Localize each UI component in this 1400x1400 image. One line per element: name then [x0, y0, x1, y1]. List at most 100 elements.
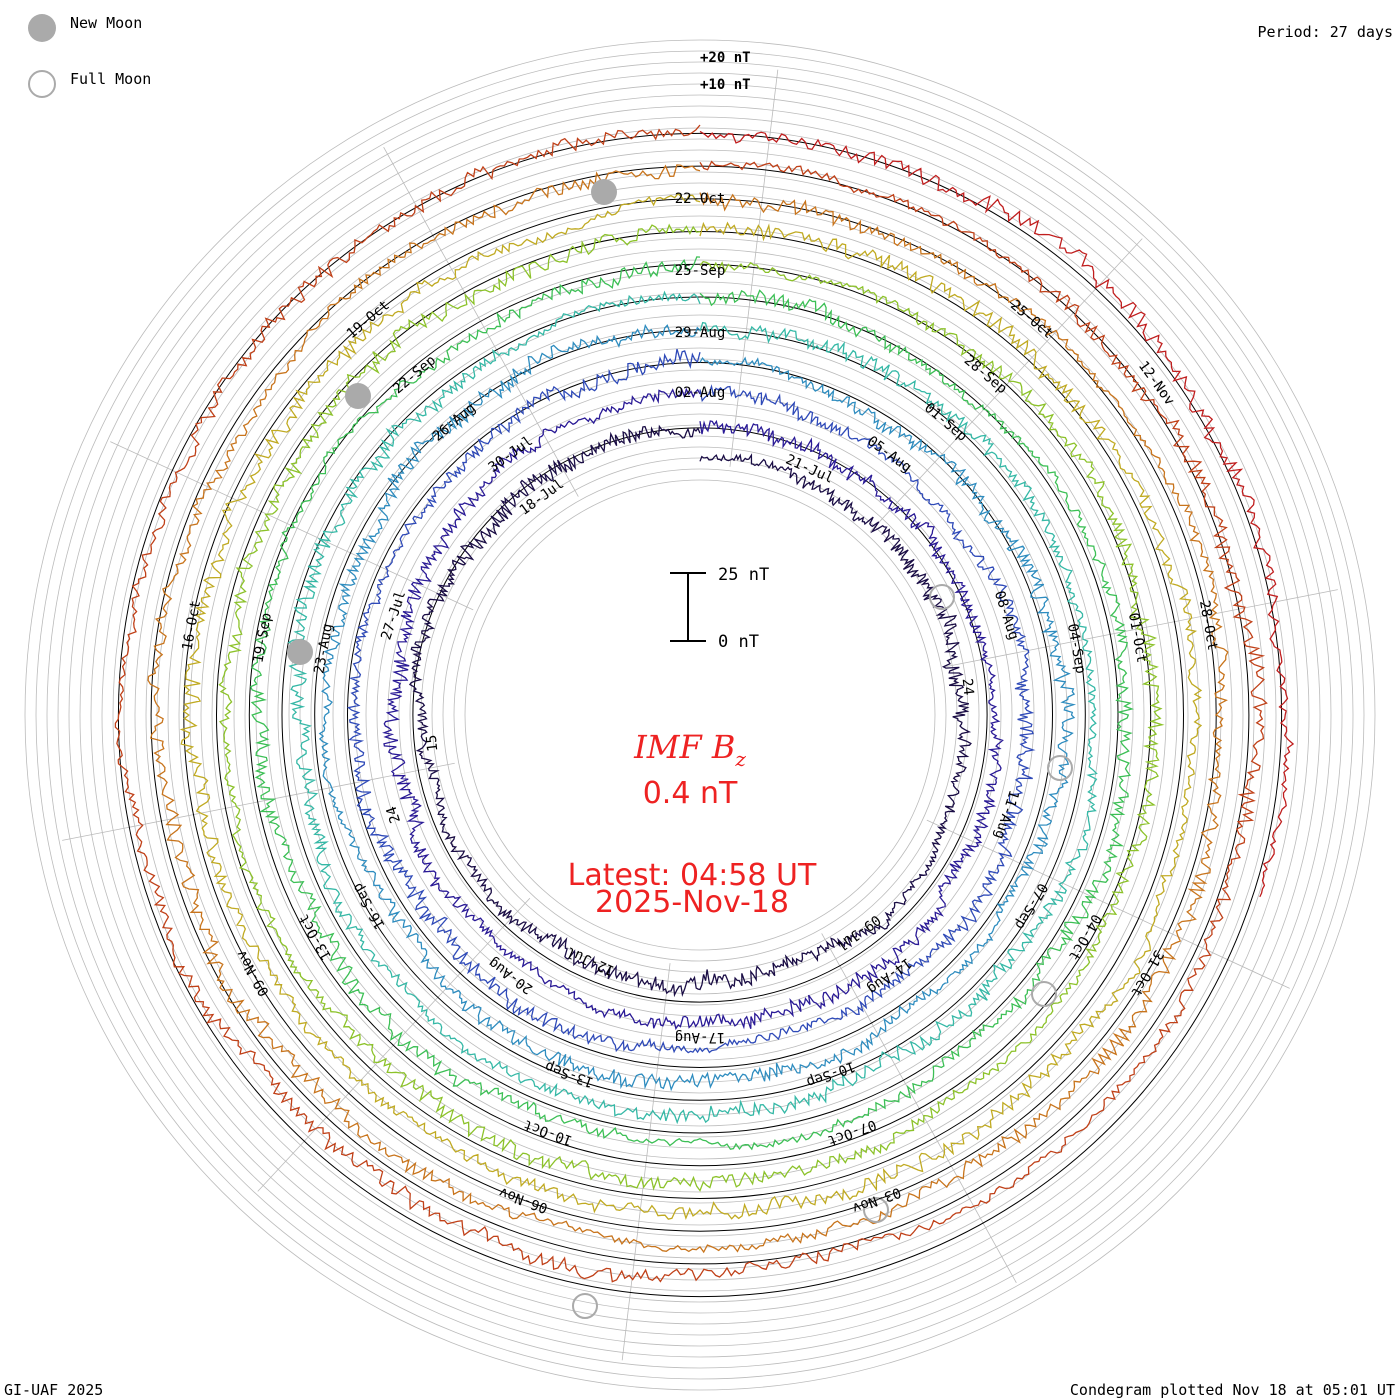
new-moon-marker — [287, 639, 313, 665]
date-label: 09-Nov — [234, 947, 273, 999]
zero-level-ring — [281, 296, 1119, 1134]
new-moon-icon — [28, 14, 56, 42]
grid-ring — [145, 160, 1255, 1270]
grid-ring — [453, 468, 947, 962]
period-label: Period: 27 days — [1258, 23, 1393, 41]
date-label: 13-Sep — [543, 1058, 596, 1090]
full-moon-icon — [28, 70, 56, 98]
grid-rings — [24, 39, 1376, 1391]
grid-ring — [24, 39, 1376, 1391]
full-moon-marker — [1047, 755, 1073, 781]
zero-level-ring — [347, 362, 1053, 1068]
date-label: 26-Aug — [430, 400, 479, 445]
grid-ring — [101, 116, 1299, 1314]
current-value: 0.4 nT — [643, 776, 738, 811]
grid-ring — [244, 259, 1156, 1171]
date-label: 01-Sep — [921, 400, 970, 445]
bz-trace-ring — [249, 256, 1135, 1151]
day-spoke — [110, 441, 474, 611]
day-spoke — [257, 897, 531, 1192]
grid-ring — [266, 281, 1134, 1149]
ref-label-plus20: +20 nT — [700, 50, 751, 66]
bz-trace-ring — [218, 223, 1165, 1192]
bz-trace-ring — [179, 192, 1203, 1221]
date-label: 16-Sep — [350, 880, 389, 932]
latest-date: 2025-Nov-18 — [595, 885, 789, 920]
scale-top-label: 25 nT — [718, 565, 769, 585]
new-moon-marker — [345, 383, 371, 409]
grid-ring — [222, 237, 1178, 1193]
grid-ring — [79, 94, 1321, 1336]
day-spoke — [383, 146, 579, 497]
grid-ring — [233, 248, 1167, 1182]
new-moon-marker — [591, 179, 617, 205]
day-spoke — [621, 963, 671, 1361]
grid-ring — [464, 479, 936, 951]
date-label: 29-Aug — [675, 325, 726, 341]
date-label: 15 — [424, 734, 442, 752]
grid-ring — [354, 369, 1046, 1061]
full-moon-marker — [1031, 981, 1057, 1007]
bz-trace-ring — [147, 164, 1229, 1254]
legend: New Moon Full Moon — [28, 14, 151, 98]
full-moon-marker — [929, 584, 955, 610]
bz-trace-ring — [318, 323, 1077, 1092]
grid-ring — [431, 446, 969, 984]
full-moon-marker — [572, 1293, 598, 1319]
grid-ring — [310, 325, 1090, 1105]
date-label: 19-Oct — [344, 297, 393, 342]
grid-ring — [46, 61, 1354, 1369]
bz-trace-ring — [382, 387, 1004, 1031]
date-label: 28-Oct — [1196, 599, 1221, 652]
day-spoke — [926, 819, 1290, 989]
grid-ring — [398, 413, 1002, 1017]
bz-trace-ring — [408, 424, 972, 998]
bz-trace-ring — [287, 290, 1098, 1125]
grid-ring — [123, 138, 1277, 1292]
date-label: 02-Aug — [675, 385, 726, 401]
bz-trace-ring — [699, 130, 1295, 898]
grid-ring — [299, 314, 1101, 1116]
zero-level-ring — [216, 231, 1184, 1199]
date-label: 10-Sep — [804, 1058, 857, 1090]
grid-ring — [255, 270, 1145, 1160]
grid-ring — [321, 336, 1079, 1094]
day-spoke — [821, 933, 1017, 1284]
day-spoke — [945, 589, 1338, 668]
plotted-label: Condegram plotted Nov 18 at 05:01 UT — [1070, 1381, 1395, 1399]
grid-ring — [277, 292, 1123, 1138]
date-label: 22-Oct — [675, 191, 726, 207]
grid-ring — [57, 72, 1343, 1358]
credit-label: GI-UAF 2025 — [4, 1381, 103, 1399]
grid-ring — [35, 50, 1365, 1380]
zero-level-ring — [412, 427, 988, 1003]
date-labels: 09-Jul12-Jul1518-Jul21-Jul2402-Aug05-Aug… — [180, 191, 1221, 1216]
grid-ring — [288, 303, 1112, 1127]
full-moon-marker — [863, 1197, 889, 1223]
grid-ring — [211, 226, 1189, 1204]
zero-level-ring — [248, 263, 1152, 1167]
bz-traces — [114, 124, 1295, 1283]
day-spoke — [62, 762, 455, 841]
zero-level-ring — [150, 165, 1250, 1265]
latest-time: Latest: 04:58 UT — [568, 858, 817, 893]
date-label: 24 — [384, 804, 404, 825]
center-title: IMF Bz — [633, 728, 746, 771]
ref-label-plus10: +10 nT — [700, 77, 751, 93]
grid-ring — [90, 105, 1310, 1325]
bz-trace-ring — [114, 124, 1268, 1283]
bz-trace-ring — [347, 348, 1036, 1054]
grid-ring — [420, 435, 980, 995]
full-moon-label: Full Moon — [70, 70, 151, 88]
grid-ring — [376, 391, 1024, 1039]
date-label: 16-Oct — [180, 599, 205, 652]
grid-ring — [343, 358, 1057, 1072]
date-label: 12-Jul — [564, 943, 617, 978]
grid-ring — [442, 457, 958, 973]
day-spoke — [729, 69, 779, 467]
grid-ring — [112, 127, 1288, 1303]
scale-bottom-label: 0 nT — [718, 632, 759, 652]
grid-ring — [189, 204, 1211, 1226]
date-label: 17-Aug — [675, 1029, 726, 1045]
